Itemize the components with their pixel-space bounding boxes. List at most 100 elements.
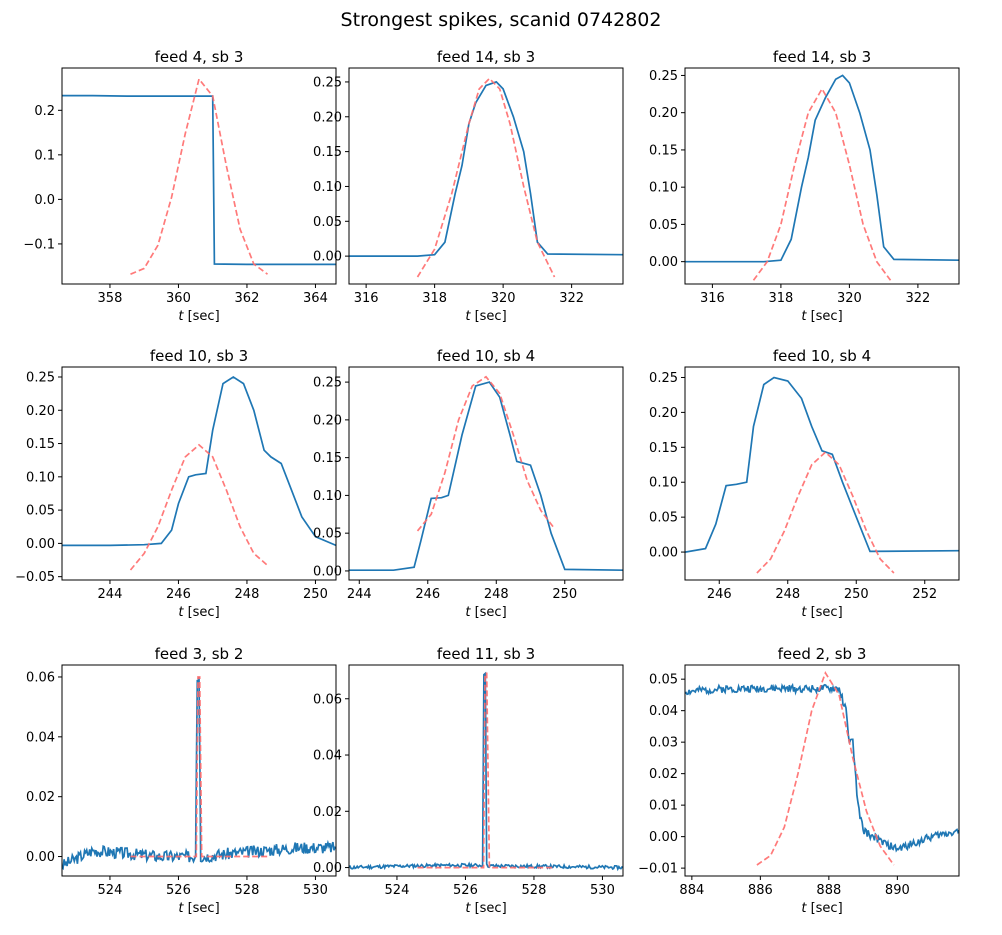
y-tick-label: 0.2 <box>34 104 55 119</box>
plot-area <box>685 376 959 574</box>
x-tick-label: 530 <box>590 883 615 898</box>
signal-line <box>685 682 959 853</box>
y-tick-label: 0.25 <box>313 75 342 90</box>
axes-frame <box>684 67 960 285</box>
subplot-8: 524 526 528 530 0.00 0.02 0.04 0.06 feed 11, sb … <box>313 645 624 916</box>
y-tick-label: 0.02 <box>26 790 55 805</box>
x-tick-label: 248 <box>235 587 260 602</box>
signal-line <box>685 74 959 263</box>
x-tick-label: 320 <box>491 291 516 306</box>
x-tick-label: 318 <box>768 291 793 306</box>
x-tick-label: 364 <box>303 291 328 306</box>
signal-line <box>685 376 959 553</box>
x-tick-label: 320 <box>837 291 862 306</box>
y-tick-label: 0.06 <box>26 670 55 685</box>
x-tick-label: 888 <box>816 883 841 898</box>
signal-line <box>349 671 623 872</box>
y-tick-label: 0.06 <box>313 692 342 707</box>
signal-line <box>62 375 336 547</box>
y-tick-label: −0.05 <box>15 570 55 585</box>
y-tick-label: 0.25 <box>649 69 678 84</box>
x-tick-label: 524 <box>385 883 410 898</box>
y-tick-label: 0.25 <box>26 370 55 385</box>
y-tick-label: 0.20 <box>26 404 55 419</box>
x-tick-label: 524 <box>98 883 123 898</box>
x-tick-label: 246 <box>415 587 440 602</box>
signal-line <box>62 676 336 871</box>
x-tick-label: 246 <box>707 587 732 602</box>
y-tick-label: 0.05 <box>26 504 55 519</box>
x-axis-label: t [sec] <box>801 309 842 324</box>
x-tick-label: 528 <box>522 883 547 898</box>
y-tick-label: 0.20 <box>313 413 342 428</box>
x-tick-label: 244 <box>347 587 372 602</box>
x-tick-label: 526 <box>166 883 191 898</box>
fit-line <box>756 670 895 866</box>
x-tick-label: 884 <box>679 883 704 898</box>
x-tick-label: 362 <box>235 291 260 306</box>
signal-line <box>62 94 336 266</box>
x-axis-label: t [sec] <box>465 309 506 324</box>
axes-frame <box>684 366 960 581</box>
plot-area <box>62 77 336 275</box>
fit-line <box>756 451 895 574</box>
y-tick-label: 0.04 <box>313 749 342 764</box>
y-tick-label: 0.01 <box>649 799 678 814</box>
x-axis-label: t [sec] <box>178 901 219 916</box>
y-tick-label: 0.00 <box>649 830 678 845</box>
subplot-7: 524 526 528 530 0.00 0.02 0.04 0.06 feed 3, sb 2… <box>26 645 337 916</box>
figure-title: Strongest spikes, scanid 0742802 <box>341 9 662 31</box>
x-tick-label: 248 <box>775 587 800 602</box>
plot-area <box>62 676 336 871</box>
subplot-title: feed 11, sb 3 <box>437 645 535 663</box>
fit-line <box>416 375 556 532</box>
x-tick-label: 252 <box>912 587 937 602</box>
subplot-5: 244 246 248 250 0.00 0.05 0.10 0.15 0.20 0.25 feed… <box>313 347 624 620</box>
y-tick-label: 0.00 <box>313 861 342 876</box>
fit-line <box>130 676 268 858</box>
axes-frame <box>348 67 624 285</box>
y-tick-label: 0.04 <box>649 704 678 719</box>
subplot-title: feed 10, sb 3 <box>150 347 248 365</box>
axes-frame <box>348 366 624 581</box>
subplot-4: 244 246 248 250 −0.05 0.00 0.05 0.10 0.15 0.20 0.2… <box>15 347 337 620</box>
y-tick-label: 0.00 <box>649 546 678 561</box>
y-tick-label: 0.20 <box>649 406 678 421</box>
x-tick-label: 244 <box>98 587 123 602</box>
x-tick-label: 530 <box>303 883 328 898</box>
y-tick-label: 0.00 <box>313 564 342 579</box>
y-tick-label: 0.05 <box>649 673 678 688</box>
plot-area <box>349 671 623 872</box>
y-tick-label: 0.25 <box>313 376 342 391</box>
axes-frame <box>61 67 337 285</box>
y-tick-label: 0.10 <box>313 180 342 195</box>
x-tick-label: 250 <box>552 587 577 602</box>
x-axis-label: t [sec] <box>465 901 506 916</box>
x-tick-label: 528 <box>235 883 260 898</box>
subplot-6: 246 248 250 252 0.00 0.05 0.10 0.15 0.20 0.25 feed… <box>649 347 960 620</box>
x-axis-label: t [sec] <box>465 605 506 620</box>
plot-area <box>685 670 959 866</box>
x-tick-label: 358 <box>98 291 123 306</box>
y-tick-label: 0.15 <box>649 441 678 456</box>
x-tick-label: 322 <box>559 291 584 306</box>
y-tick-label: −0.01 <box>638 862 678 877</box>
fit-line <box>416 77 556 278</box>
x-tick-label: 318 <box>422 291 447 306</box>
y-tick-label: 0.15 <box>649 143 678 158</box>
x-tick-label: 248 <box>484 587 509 602</box>
x-tick-label: 360 <box>166 291 191 306</box>
y-tick-label: 0.05 <box>313 215 342 230</box>
y-tick-label: 0.20 <box>649 106 678 121</box>
y-tick-label: 0.00 <box>26 537 55 552</box>
y-tick-label: 0.20 <box>313 110 342 125</box>
x-tick-label: 316 <box>700 291 725 306</box>
y-tick-label: 0.05 <box>649 218 678 233</box>
signal-line <box>349 80 623 257</box>
y-tick-label: 0.05 <box>649 511 678 526</box>
axes-frame <box>61 664 337 877</box>
subplot-title: feed 3, sb 2 <box>155 645 244 663</box>
x-axis-label: t [sec] <box>801 901 842 916</box>
y-tick-label: 0.15 <box>313 451 342 466</box>
x-axis-label: t [sec] <box>178 605 219 620</box>
